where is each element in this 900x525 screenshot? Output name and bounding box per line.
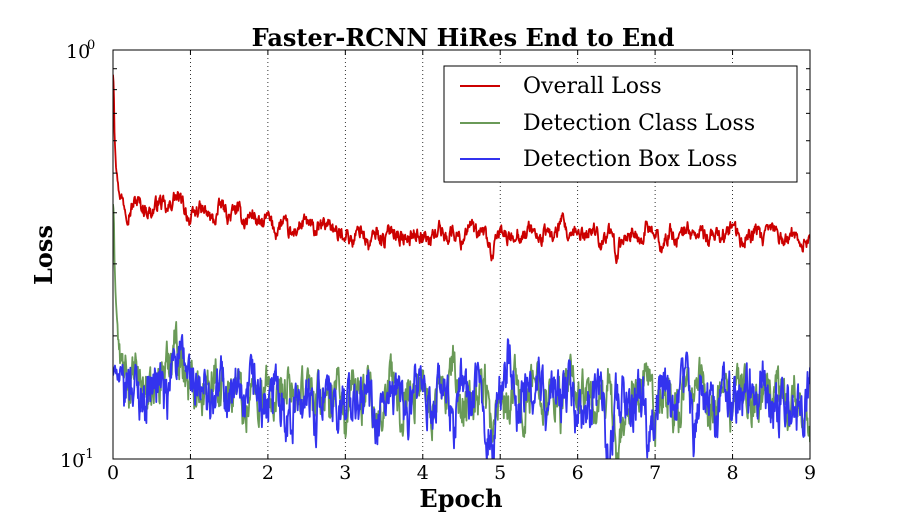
x-tick-label-2: 2 <box>262 462 274 484</box>
x-tick-label-7: 7 <box>649 462 661 484</box>
y-tick-label-bottom: 10 -1 <box>60 447 94 472</box>
legend-box <box>443 65 798 183</box>
y-axis-label: Loss <box>29 225 58 285</box>
x-tick-label-9: 9 <box>804 462 816 484</box>
legend-label-detection-class-loss: Detection Class Loss <box>523 111 755 136</box>
x-tick-label-3: 3 <box>339 462 351 484</box>
y-tick-exp-top: 0 <box>87 38 95 53</box>
x-axis-label: Epoch <box>419 484 502 513</box>
y-tick-base-bottom: 10 <box>60 450 84 472</box>
x-tick-label-4: 4 <box>417 462 429 484</box>
x-tick-label-1: 1 <box>184 462 196 484</box>
series-line-detection-class-loss <box>113 204 810 459</box>
x-tick-label-6: 6 <box>572 462 584 484</box>
y-tick-exp-bottom: -1 <box>81 447 94 462</box>
series-lines <box>113 74 810 459</box>
x-tick-label-5: 5 <box>494 462 506 484</box>
x-tick-label-8: 8 <box>727 462 739 484</box>
plot-frame <box>112 49 811 460</box>
x-tick-labels: 0 1 2 3 4 5 6 7 8 9 <box>107 462 816 484</box>
x-tick-label-0: 0 <box>107 462 119 484</box>
chart-title: Faster-RCNN HiRes End to End <box>252 23 675 52</box>
legend-label-overall-loss: Overall Loss <box>523 74 662 99</box>
y-tick-label-top: 10 0 <box>66 38 95 63</box>
series-line-overall-loss <box>113 74 810 265</box>
y-tick-base-top: 10 <box>66 41 90 63</box>
axis-ticks <box>112 50 811 459</box>
legend-label-detection-box-loss: Detection Box Loss <box>523 147 737 172</box>
legend: Overall Loss Detection Class Loss Detect… <box>443 65 798 183</box>
series-line-detection-box-loss <box>113 333 810 459</box>
